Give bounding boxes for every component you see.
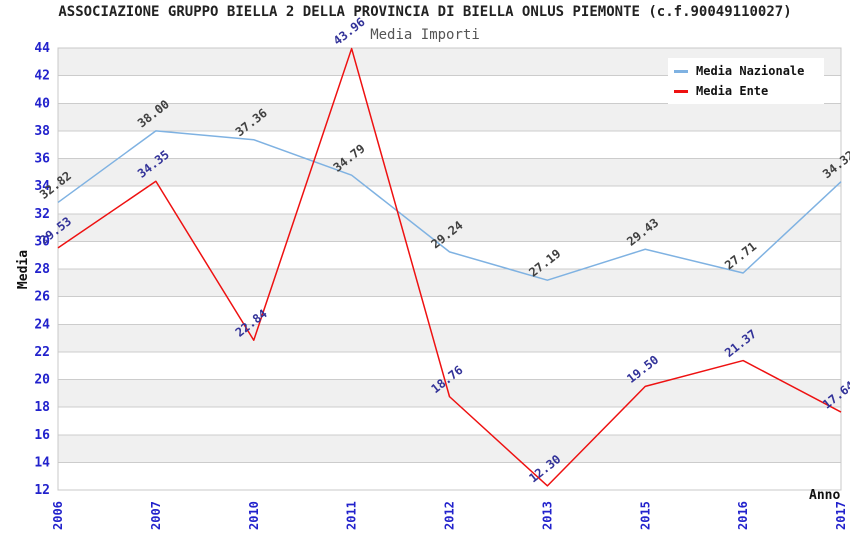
svg-text:2012: 2012	[443, 501, 457, 530]
svg-text:24: 24	[34, 317, 50, 332]
x-axis-title: Anno	[809, 488, 841, 503]
svg-text:44: 44	[34, 41, 50, 56]
chart-subtitle: Media Importi	[370, 27, 480, 43]
svg-text:2015: 2015	[638, 501, 652, 530]
svg-text:32: 32	[34, 207, 50, 222]
svg-text:40: 40	[34, 96, 50, 111]
legend-item-media-ente: Media Ente	[674, 81, 824, 101]
svg-text:38: 38	[34, 124, 50, 139]
svg-text:30: 30	[34, 234, 50, 249]
svg-text:2017: 2017	[834, 501, 848, 530]
legend-item-media-nazionale: Media Nazionale	[674, 61, 824, 81]
svg-text:34: 34	[34, 179, 50, 194]
svg-text:22: 22	[34, 345, 50, 360]
legend-swatch-media-ente-icon	[674, 89, 688, 93]
svg-text:2013: 2013	[540, 501, 554, 530]
svg-text:2007: 2007	[149, 501, 163, 530]
svg-text:16: 16	[34, 428, 50, 443]
svg-text:2010: 2010	[247, 501, 261, 530]
svg-text:20: 20	[34, 373, 50, 388]
svg-text:2006: 2006	[51, 501, 65, 530]
legend-label-media-ente: Media Ente	[696, 84, 769, 98]
legend-label-media-nazionale: Media Nazionale	[696, 64, 805, 78]
svg-text:43.96: 43.96	[331, 15, 368, 48]
legend: Media Nazionale Media Ente	[668, 58, 824, 104]
svg-text:26: 26	[34, 290, 50, 305]
chart-title: ASSOCIAZIONE GRUPPO BIELLA 2 DELLA PROVI…	[58, 4, 792, 20]
svg-text:18: 18	[34, 400, 50, 415]
svg-text:36: 36	[34, 152, 50, 167]
legend-swatch-media-nazionale-icon	[674, 69, 688, 73]
y-axis-title: Media	[16, 249, 32, 290]
svg-text:14: 14	[34, 455, 50, 470]
svg-text:12: 12	[34, 483, 50, 498]
svg-text:2016: 2016	[736, 501, 750, 530]
svg-text:42: 42	[34, 69, 50, 84]
svg-text:28: 28	[34, 262, 50, 277]
svg-text:2011: 2011	[345, 501, 359, 530]
